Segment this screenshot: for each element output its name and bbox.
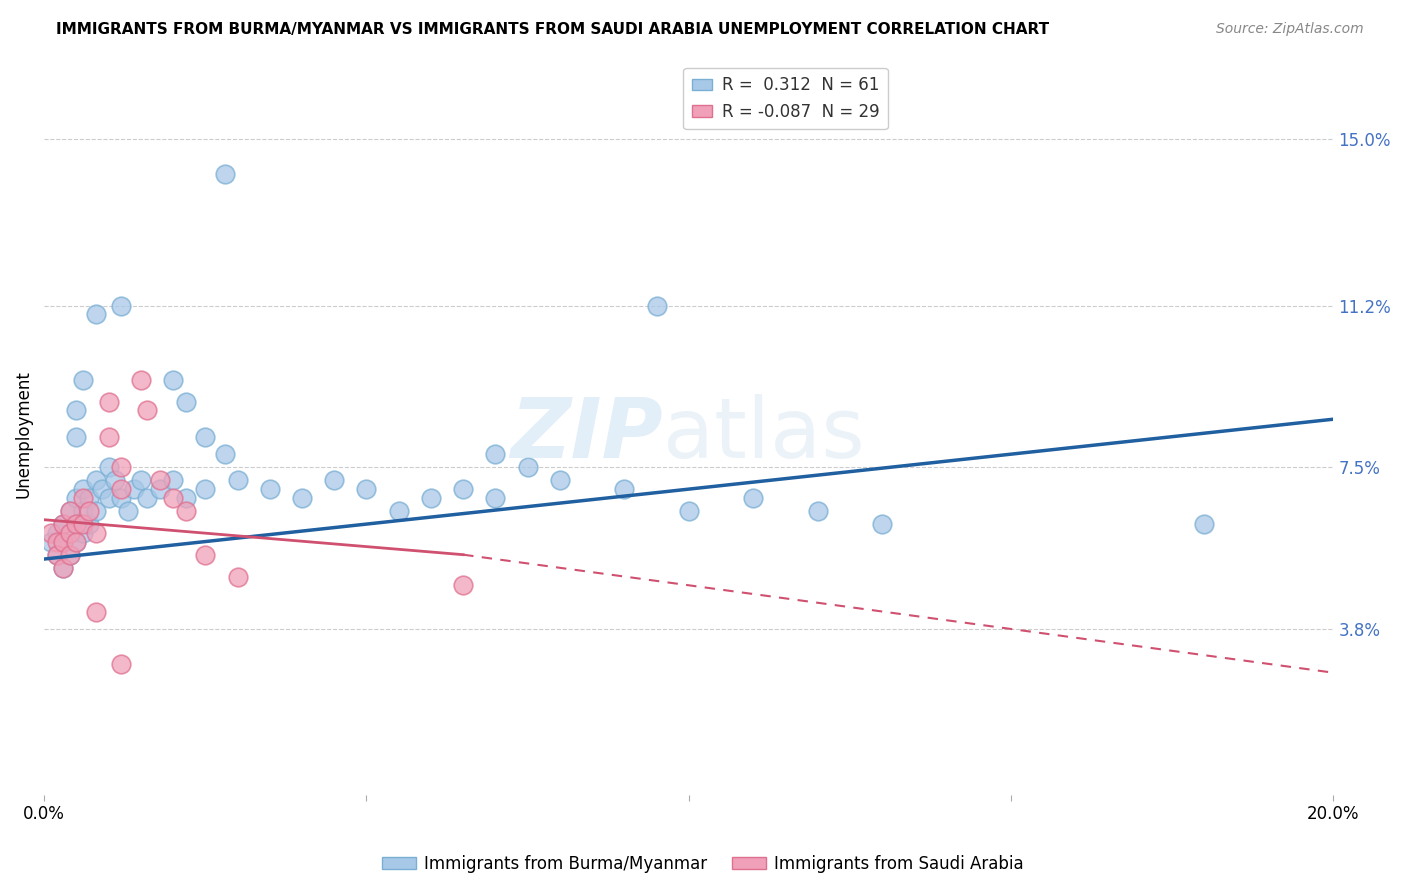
Point [46, 534, 69, 549]
Point [46, 548, 69, 562]
Point [72, 517, 94, 532]
Point [226, 569, 249, 583]
Point [110, 491, 132, 505]
Point [77, 491, 100, 505]
Point [174, 491, 197, 505]
Point [645, 299, 668, 313]
Point [136, 491, 159, 505]
Point [65, 534, 87, 549]
Point [613, 482, 636, 496]
Point [84, 525, 107, 540]
Point [52, 561, 75, 575]
Point [136, 403, 159, 417]
Point [72, 525, 94, 540]
Point [451, 482, 474, 496]
Point [59, 504, 82, 518]
Point [484, 447, 506, 461]
Point [39, 534, 62, 549]
Point [46, 548, 69, 562]
Legend: R =  0.312  N = 61, R = -0.087  N = 29: R = 0.312 N = 61, R = -0.087 N = 29 [683, 68, 887, 128]
Point [65, 517, 87, 532]
Point [807, 504, 830, 518]
Point [117, 504, 139, 518]
Point [214, 168, 236, 182]
Point [59, 525, 82, 540]
Point [162, 474, 184, 488]
Point [259, 482, 281, 496]
Point [59, 548, 82, 562]
Point [97, 430, 120, 444]
Point [84, 504, 107, 518]
Text: Source: ZipAtlas.com: Source: ZipAtlas.com [1216, 22, 1364, 37]
Point [72, 504, 94, 518]
Point [84, 307, 107, 321]
Point [39, 525, 62, 540]
Point [65, 491, 87, 505]
Point [59, 525, 82, 540]
Point [110, 657, 132, 671]
Point [104, 474, 127, 488]
Point [419, 491, 441, 505]
Point [52, 534, 75, 549]
Y-axis label: Unemployment: Unemployment [15, 370, 32, 499]
Point [388, 504, 411, 518]
Point [194, 430, 217, 444]
Point [52, 534, 75, 549]
Point [162, 491, 184, 505]
Point [77, 504, 100, 518]
Point [97, 491, 120, 505]
Point [194, 548, 217, 562]
Point [356, 482, 378, 496]
Point [46, 525, 69, 540]
Text: ZIP: ZIP [510, 394, 664, 475]
Point [84, 605, 107, 619]
Point [65, 430, 87, 444]
Point [226, 474, 249, 488]
Point [174, 394, 197, 409]
Point [149, 482, 172, 496]
Point [110, 482, 132, 496]
Point [214, 447, 236, 461]
Point [52, 561, 75, 575]
Point [870, 517, 893, 532]
Point [72, 482, 94, 496]
Point [97, 460, 120, 475]
Point [110, 299, 132, 313]
Point [162, 373, 184, 387]
Point [1194, 517, 1216, 532]
Point [323, 474, 346, 488]
Point [72, 373, 94, 387]
Point [52, 517, 75, 532]
Point [129, 474, 152, 488]
Point [194, 482, 217, 496]
Point [65, 517, 87, 532]
Point [451, 578, 474, 592]
Point [129, 373, 152, 387]
Point [72, 491, 94, 505]
Point [77, 517, 100, 532]
Point [52, 517, 75, 532]
Point [59, 504, 82, 518]
Point [97, 394, 120, 409]
Point [91, 482, 114, 496]
Point [516, 460, 538, 475]
Point [84, 474, 107, 488]
Legend: Immigrants from Burma/Myanmar, Immigrants from Saudi Arabia: Immigrants from Burma/Myanmar, Immigrant… [375, 848, 1031, 880]
Point [124, 482, 146, 496]
Point [742, 491, 765, 505]
Point [291, 491, 314, 505]
Point [65, 403, 87, 417]
Point [174, 504, 197, 518]
Point [484, 491, 506, 505]
Point [678, 504, 700, 518]
Point [548, 474, 571, 488]
Point [110, 460, 132, 475]
Point [149, 474, 172, 488]
Text: atlas: atlas [664, 394, 865, 475]
Text: IMMIGRANTS FROM BURMA/MYANMAR VS IMMIGRANTS FROM SAUDI ARABIA UNEMPLOYMENT CORRE: IMMIGRANTS FROM BURMA/MYANMAR VS IMMIGRA… [56, 22, 1049, 37]
Point [59, 548, 82, 562]
Point [65, 534, 87, 549]
